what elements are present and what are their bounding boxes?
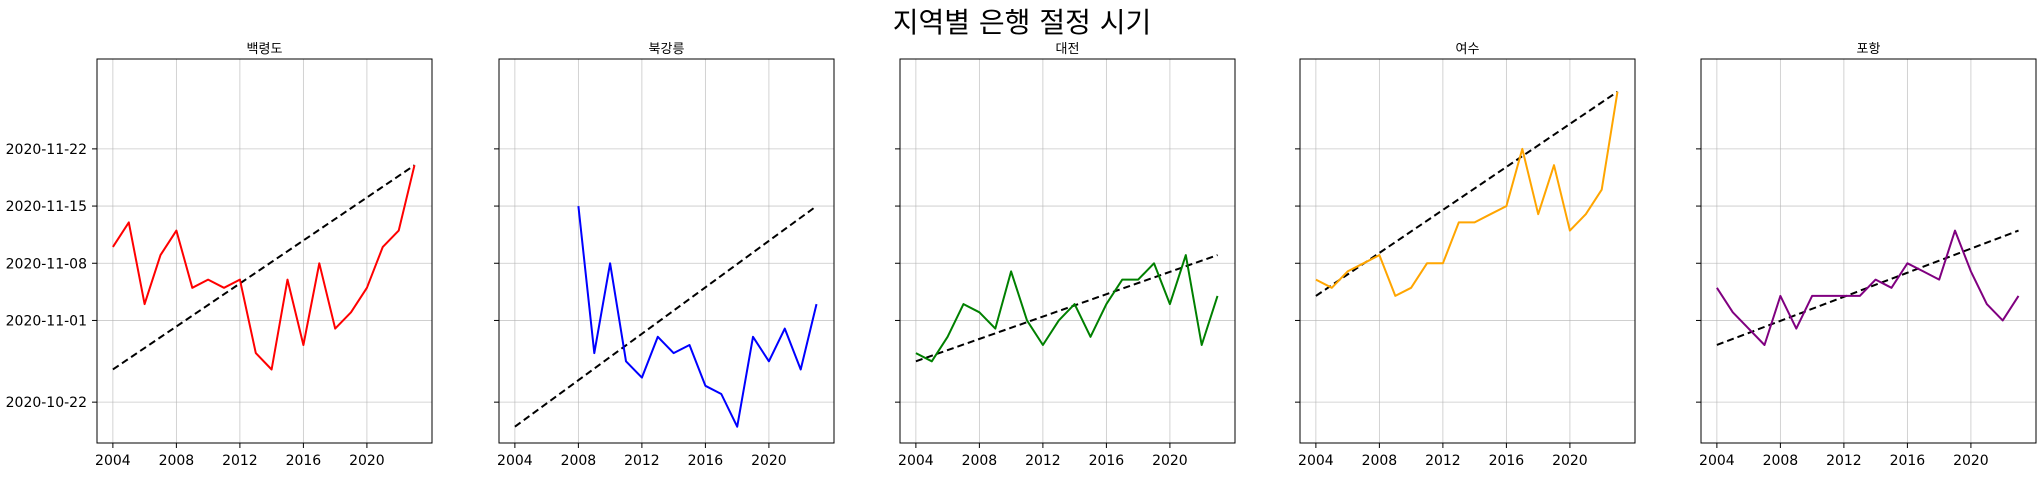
series-line	[112, 164, 416, 371]
x-tick-label: 2016	[1489, 453, 1525, 469]
x-tick-label: 2020	[1552, 453, 1588, 469]
trend-line	[915, 254, 1218, 363]
x-tick-label: 2008	[561, 453, 597, 469]
x-tick-label: 2016	[688, 453, 724, 469]
x-tick-label: 2012	[1425, 453, 1461, 469]
x-tick-label: 2012	[624, 453, 660, 469]
x-tick-label: 2016	[286, 453, 322, 469]
panel-frame	[899, 58, 1236, 444]
panel-frame	[1700, 58, 2037, 444]
y-tick-label: 2020-10-22	[6, 395, 87, 411]
trend-line	[112, 164, 416, 371]
panel-title: 북강릉	[649, 42, 685, 57]
y-tick-label: 2020-11-08	[6, 256, 87, 272]
trend-line	[1716, 229, 2019, 346]
panel-title: 여수	[1456, 42, 1480, 57]
panel-title: 포항	[1857, 42, 1881, 57]
x-tick-label: 2004	[1298, 453, 1334, 469]
panel-frame	[1299, 58, 1636, 444]
panel-1: 2004 2008 2012 2016 2020 2020-10-22 2020-11-01…	[6, 42, 433, 469]
panel-3: 2004 2008 2012 2016 2020 대전	[895, 42, 1236, 469]
x-tick-label: 2012	[222, 453, 258, 469]
y-tick-label: 2020-11-15	[6, 199, 87, 215]
trend-line	[514, 205, 818, 428]
x-tick-label: 2004	[497, 453, 533, 469]
x-tick-label: 2016	[1890, 453, 1926, 469]
panel-4: 2004 2008 2012 2016 2020 여수	[1295, 42, 1636, 469]
x-tick-label: 2020	[1953, 453, 1989, 469]
x-tick-label: 2008	[962, 453, 998, 469]
panel-5: 2004 2008 2012 2016 2020 포항	[1696, 42, 2037, 469]
x-tick-label: 2008	[159, 453, 195, 469]
series-line	[1315, 91, 1619, 297]
x-tick-label: 2012	[1826, 453, 1862, 469]
panel-2: 2004 2008 2012 2016 2020 북강릉	[494, 42, 835, 469]
x-tick-label: 2016	[1089, 453, 1125, 469]
x-tick-label: 2004	[95, 453, 131, 469]
y-tick-label: 2020-11-22	[6, 142, 87, 158]
series-line	[577, 205, 818, 428]
x-tick-label: 2004	[898, 453, 934, 469]
x-tick-label: 2004	[1699, 453, 1735, 469]
panel-title: 대전	[1056, 42, 1080, 57]
x-tick-label: 2020	[751, 453, 787, 469]
x-tick-label: 2020	[349, 453, 385, 469]
panel-title: 백령도	[247, 42, 283, 57]
y-tick-label: 2020-11-01	[6, 313, 87, 329]
x-tick-label: 2020	[1152, 453, 1188, 469]
x-tick-label: 2008	[1362, 453, 1398, 469]
panels: 2004 2008 2012 2016 2020 2020-10-22 2020-11-01…	[6, 42, 2037, 469]
panel-frame	[498, 58, 835, 444]
x-tick-label: 2012	[1025, 453, 1061, 469]
series-line	[915, 254, 1219, 363]
x-tick-label: 2008	[1763, 453, 1799, 469]
figure-title: 지역별 은행 절정 시기	[893, 6, 1152, 39]
series-line	[1716, 229, 2020, 346]
panel-frame	[96, 58, 433, 444]
